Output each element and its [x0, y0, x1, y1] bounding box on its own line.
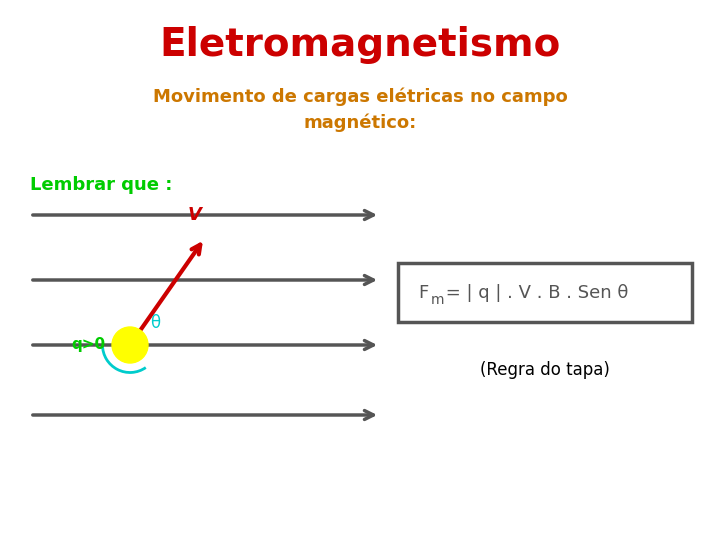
Text: (Regra do tapa): (Regra do tapa) — [480, 361, 610, 379]
Text: Movimento de cargas elétricas no campo
magnético:: Movimento de cargas elétricas no campo m… — [153, 88, 567, 132]
Text: Lembrar que :: Lembrar que : — [30, 176, 172, 194]
Text: = | q | . V . B . Sen θ: = | q | . V . B . Sen θ — [440, 284, 629, 301]
Circle shape — [112, 327, 148, 363]
Text: q>0: q>0 — [71, 338, 105, 353]
Text: F: F — [418, 284, 428, 301]
Text: V: V — [188, 206, 202, 224]
Text: Eletromagnetismo: Eletromagnetismo — [159, 26, 561, 64]
Text: θ: θ — [150, 314, 160, 332]
Text: m: m — [431, 294, 444, 307]
FancyBboxPatch shape — [398, 263, 692, 322]
